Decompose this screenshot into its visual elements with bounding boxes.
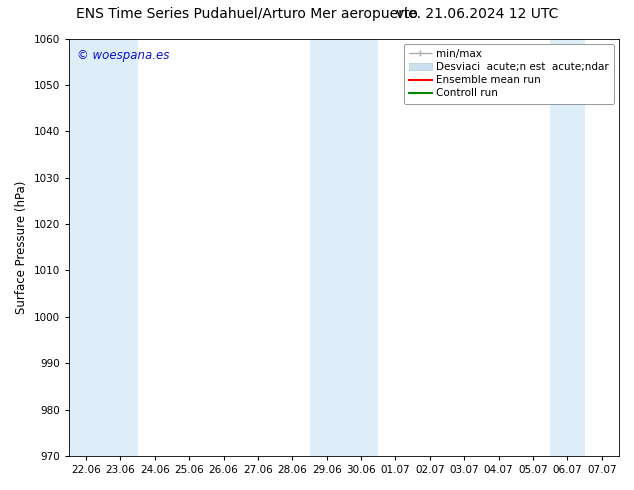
Text: © woespana.es: © woespana.es [77, 49, 169, 62]
Legend: min/max, Desviaci  acute;n est  acute;ndar, Ensemble mean run, Controll run: min/max, Desviaci acute;n est acute;ndar… [404, 44, 614, 103]
Bar [69, 39, 138, 456]
Text: vie. 21.06.2024 12 UTC: vie. 21.06.2024 12 UTC [396, 7, 558, 22]
Bar [309, 39, 378, 456]
Text: ENS Time Series Pudahuel/Arturo Mer aeropuerto: ENS Time Series Pudahuel/Arturo Mer aero… [76, 7, 418, 22]
Y-axis label: Surface Pressure (hPa): Surface Pressure (hPa) [15, 181, 28, 314]
Bar [550, 39, 585, 456]
